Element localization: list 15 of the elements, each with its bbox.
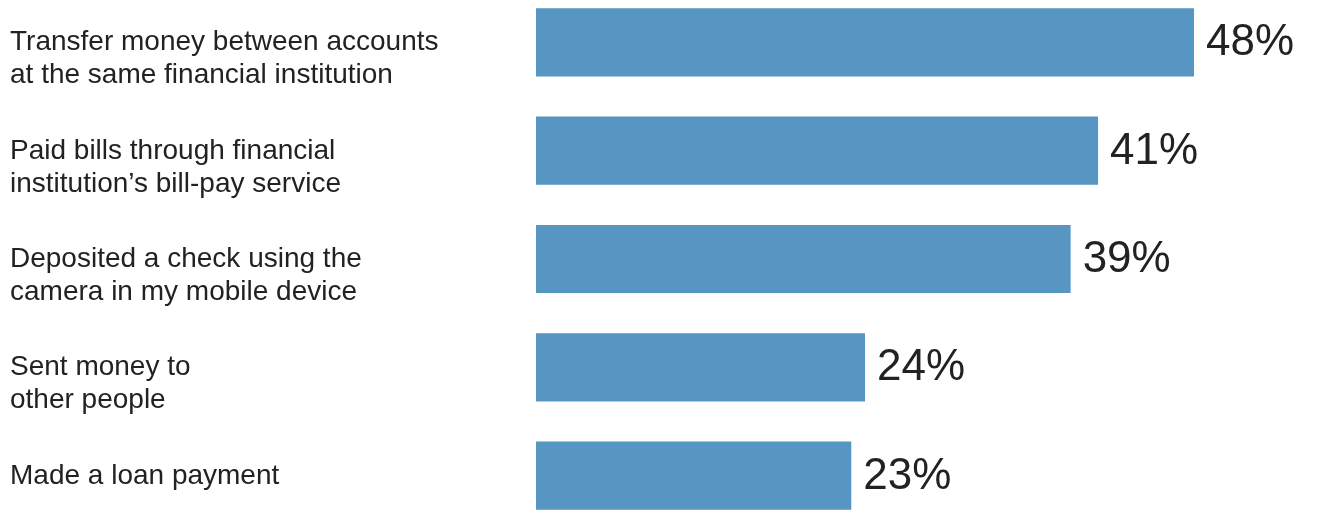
bar bbox=[536, 8, 1194, 77]
bar bbox=[536, 116, 1099, 185]
y-tick-label: Sent money to other people bbox=[10, 350, 191, 415]
bar bbox=[536, 441, 852, 510]
bar bbox=[536, 224, 1071, 294]
y-tick-label: Deposited a check using the camera in my mobile device bbox=[10, 242, 362, 306]
data-label: 23% bbox=[863, 448, 952, 498]
y-tick-label: Transfer money between accounts at the same financial institution bbox=[10, 25, 439, 90]
data-label: 48% bbox=[1206, 15, 1295, 65]
data-label: 24% bbox=[877, 340, 966, 390]
data-label: 39% bbox=[1082, 232, 1171, 281]
y-tick-label: Made a loan payment bbox=[10, 458, 280, 490]
data-label: 41% bbox=[1110, 123, 1199, 173]
bar bbox=[536, 333, 865, 402]
y-tick-label: Paid bills through financial institution’s bill-pay service bbox=[10, 133, 341, 198]
